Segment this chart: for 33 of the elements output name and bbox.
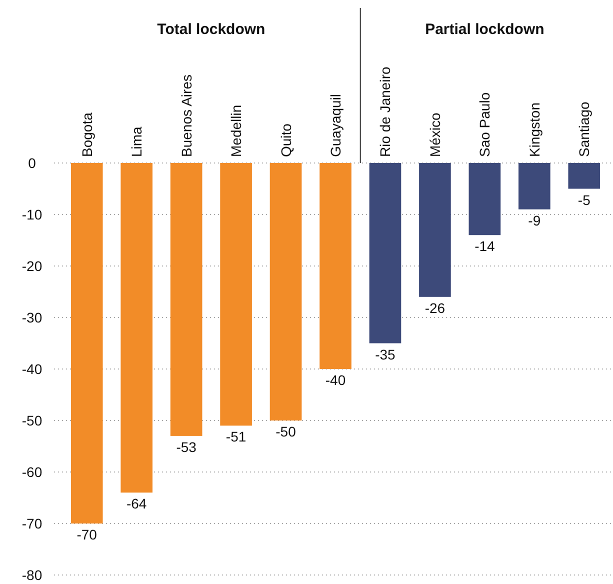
y-tick-label: -30: [22, 310, 42, 326]
x-tick-label: Quito: [278, 123, 294, 157]
x-tick-label: México: [426, 112, 443, 157]
data-label: -40: [325, 372, 346, 388]
data-label: -14: [474, 238, 496, 254]
y-tick-label: -80: [22, 567, 42, 583]
y-tick-label: -40: [22, 361, 42, 377]
y-tick-label: -20: [22, 258, 42, 274]
x-tick-label: Lima: [128, 126, 145, 157]
x-tick-label: Rio de Janeiro: [377, 66, 394, 157]
data-label: -35: [375, 346, 396, 362]
data-label: -26: [424, 300, 446, 316]
y-tick-label: -10: [22, 206, 42, 222]
data-label: -53: [176, 438, 197, 455]
data-label: -50: [276, 424, 296, 440]
x-tick-label: Buenos Aires: [178, 74, 194, 157]
y-tick-label: -60: [22, 464, 42, 480]
data-label: -5: [578, 192, 591, 208]
data-label: -51: [226, 428, 246, 445]
x-tick-label: Guayaquil: [328, 94, 344, 157]
y-tick-label: 0: [28, 155, 36, 171]
x-tick-label: Kingston: [526, 102, 542, 157]
data-label: -64: [126, 496, 147, 512]
y-tick-label: -50: [22, 412, 42, 428]
text: Total lockdown: [157, 21, 266, 38]
data-label: -70: [76, 526, 98, 542]
x-tick-label: Sao Paulo: [476, 92, 493, 157]
y-tick-label: -70: [22, 516, 42, 532]
text: Partial lockdown: [425, 21, 544, 38]
data-label: -9: [528, 212, 541, 228]
x-tick-label: Bogota: [78, 112, 95, 157]
x-tick-label: Santiago: [576, 102, 592, 157]
x-tick-label: Medellin: [228, 104, 244, 157]
